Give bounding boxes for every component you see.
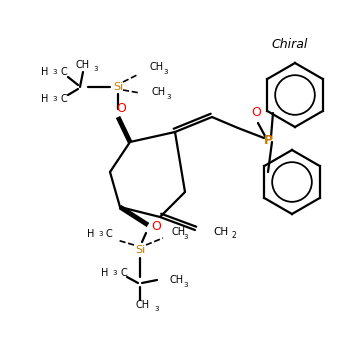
Text: 2: 2 [231, 231, 236, 239]
Text: H: H [101, 268, 108, 278]
Text: P: P [264, 133, 273, 147]
Text: 3: 3 [155, 306, 159, 312]
Text: 3: 3 [163, 69, 168, 75]
Text: H: H [41, 67, 48, 77]
Text: CH: CH [76, 60, 90, 70]
Text: O: O [151, 220, 161, 233]
Text: CH: CH [149, 62, 163, 72]
Text: C: C [61, 94, 67, 104]
Text: O: O [251, 106, 261, 119]
Text: 3: 3 [184, 234, 188, 240]
Text: CH: CH [152, 87, 166, 97]
Text: 3: 3 [166, 94, 170, 100]
Text: 3: 3 [53, 69, 57, 75]
Text: C: C [121, 268, 127, 278]
Text: CH: CH [136, 300, 150, 310]
Text: CH: CH [172, 227, 186, 237]
Text: O: O [116, 103, 126, 116]
Text: 3: 3 [94, 66, 98, 72]
Text: Si: Si [135, 245, 145, 255]
Text: 3: 3 [99, 231, 103, 237]
Text: C: C [106, 229, 112, 239]
Text: CH: CH [170, 275, 184, 285]
Text: Chiral: Chiral [272, 38, 308, 51]
Text: Si: Si [113, 82, 123, 92]
Text: C: C [61, 67, 67, 77]
Text: 3: 3 [113, 270, 117, 276]
Text: 3: 3 [184, 282, 188, 288]
Text: H: H [41, 94, 48, 104]
Text: H: H [87, 229, 94, 239]
Text: 3: 3 [53, 96, 57, 102]
Text: CH: CH [213, 227, 228, 237]
